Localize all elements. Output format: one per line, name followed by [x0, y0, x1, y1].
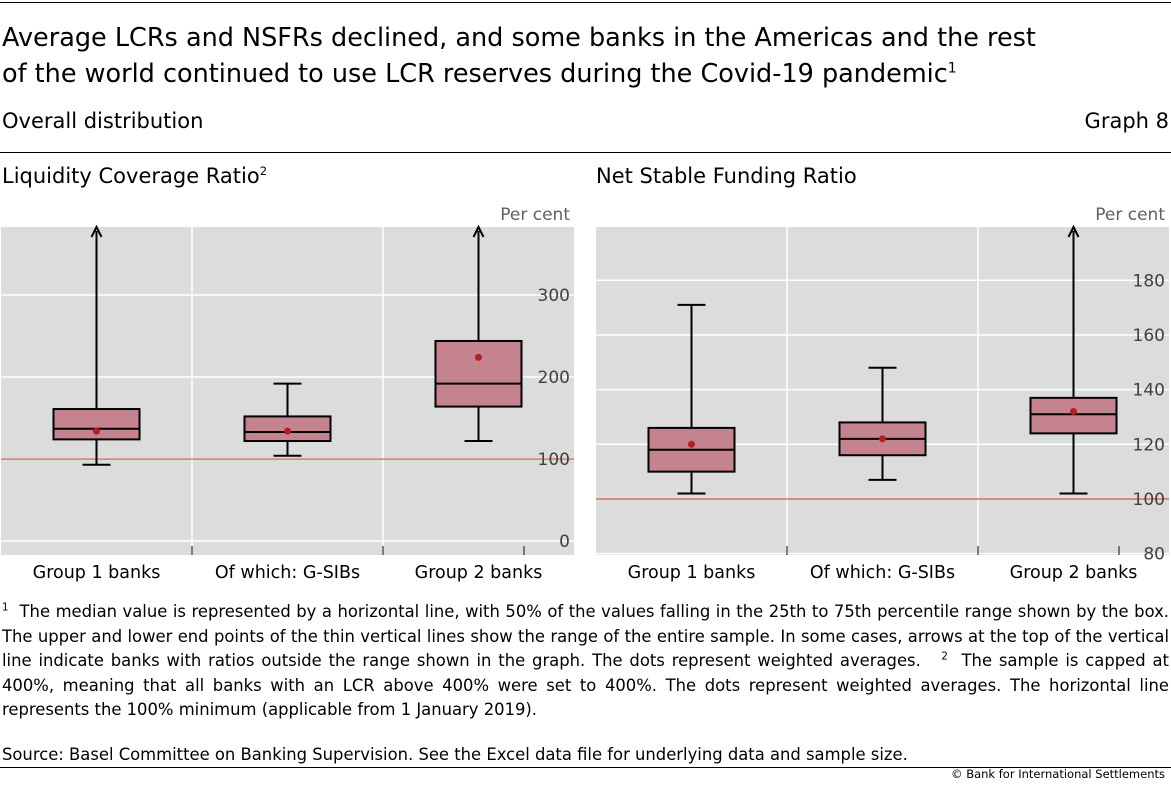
charts-canvas: 0 100 200 300 Per cent Group 1 banks Of which:…	[1, 205, 1169, 583]
nsfr-ytick-label: 140	[1133, 381, 1165, 401]
lcr-iqr-box	[434, 339, 523, 408]
title-line-2: of the world continued to use LCR reserv…	[2, 59, 948, 89]
top-rule	[0, 2, 1171, 3]
lcr-ytick-label: 200	[538, 368, 570, 388]
nsfr-box-1	[647, 303, 736, 495]
nsfr-box-2	[838, 366, 927, 481]
lcr-ytick-label: 100	[538, 450, 570, 470]
nsfr-unit-label: Per cent	[1095, 205, 1165, 225]
footnote-1-marker: 1	[2, 602, 9, 614]
nsfr-box-3	[1029, 224, 1118, 495]
bottom-rule	[0, 767, 1171, 768]
title-footnote-ref: 1	[947, 60, 957, 77]
lcr-arrow-marker	[472, 224, 485, 238]
page-title: Average LCRs and NSFRs declined, and som…	[2, 20, 1102, 92]
nsfr-ytick-label: 160	[1133, 326, 1165, 346]
nsfr-ytick-label: 100	[1133, 490, 1165, 510]
header-rule	[0, 152, 1171, 153]
nsfr-ytick-label: 120	[1133, 435, 1165, 455]
footnote-2-text: The sample is capped at 400%, meaning th…	[2, 651, 1169, 719]
nsfr-iqr-box	[1029, 396, 1118, 435]
lcr-title-text: Liquidity Coverage Ratio	[2, 164, 260, 188]
lcr-mean-dot	[284, 427, 291, 435]
nsfr-chart: 80 100 120 140 160 180 Per cent Group 1 banks Of…	[596, 205, 1169, 583]
lcr-box-2	[243, 382, 332, 457]
footnote-2-marker: 2	[941, 651, 948, 663]
lcr-panel-title: Liquidity Coverage Ratio2	[2, 164, 267, 188]
footnotes: 1 The median value is represented by a h…	[2, 600, 1169, 723]
lcr-arrow-marker	[90, 224, 103, 238]
lcr-category-label: Of which: G-SIBs	[215, 563, 360, 583]
nsfr-mean-dot	[688, 440, 695, 448]
lcr-category-label: Group 1 banks	[33, 563, 161, 583]
lcr-unit-label: Per cent	[500, 205, 570, 225]
nsfr-ytick-label: 180	[1133, 271, 1165, 291]
lcr-mean-dot	[93, 427, 100, 435]
lcr-ytick-label: 0	[559, 532, 570, 552]
nsfr-category-label: Group 1 banks	[628, 563, 756, 583]
graph-label: Graph 8	[1084, 109, 1169, 133]
nsfr-category-label: Of which: G-SIBs	[810, 563, 955, 583]
subtitle: Overall distribution	[2, 109, 204, 133]
title-line-1: Average LCRs and NSFRs declined, and som…	[2, 23, 1036, 53]
source-note: Source: Basel Committee on Banking Super…	[2, 745, 908, 764]
lcr-mean-dot	[475, 353, 482, 361]
lcr-box-1	[52, 224, 141, 466]
nsfr-mean-dot	[1070, 408, 1077, 415]
lcr-chart: 0 100 200 300 Per cent Group 1 banks Of which:…	[1, 205, 574, 583]
nsfr-mean-dot	[879, 435, 886, 443]
copyright: © Bank for International Settlements	[951, 767, 1165, 781]
lcr-ytick-label: 300	[538, 286, 570, 306]
nsfr-arrow-marker	[1067, 224, 1080, 238]
lcr-title-footnote-ref: 2	[259, 164, 268, 178]
nsfr-ytick-label: 80	[1143, 545, 1165, 565]
footnote-1-text: The median value is represented by a hor…	[2, 602, 1170, 670]
lcr-box-3	[434, 224, 523, 443]
lcr-category-label: Group 2 banks	[415, 563, 543, 583]
lcr-iqr-box	[52, 408, 141, 441]
nsfr-category-label: Group 2 banks	[1010, 563, 1138, 583]
nsfr-panel-title: Net Stable Funding Ratio	[596, 164, 857, 188]
